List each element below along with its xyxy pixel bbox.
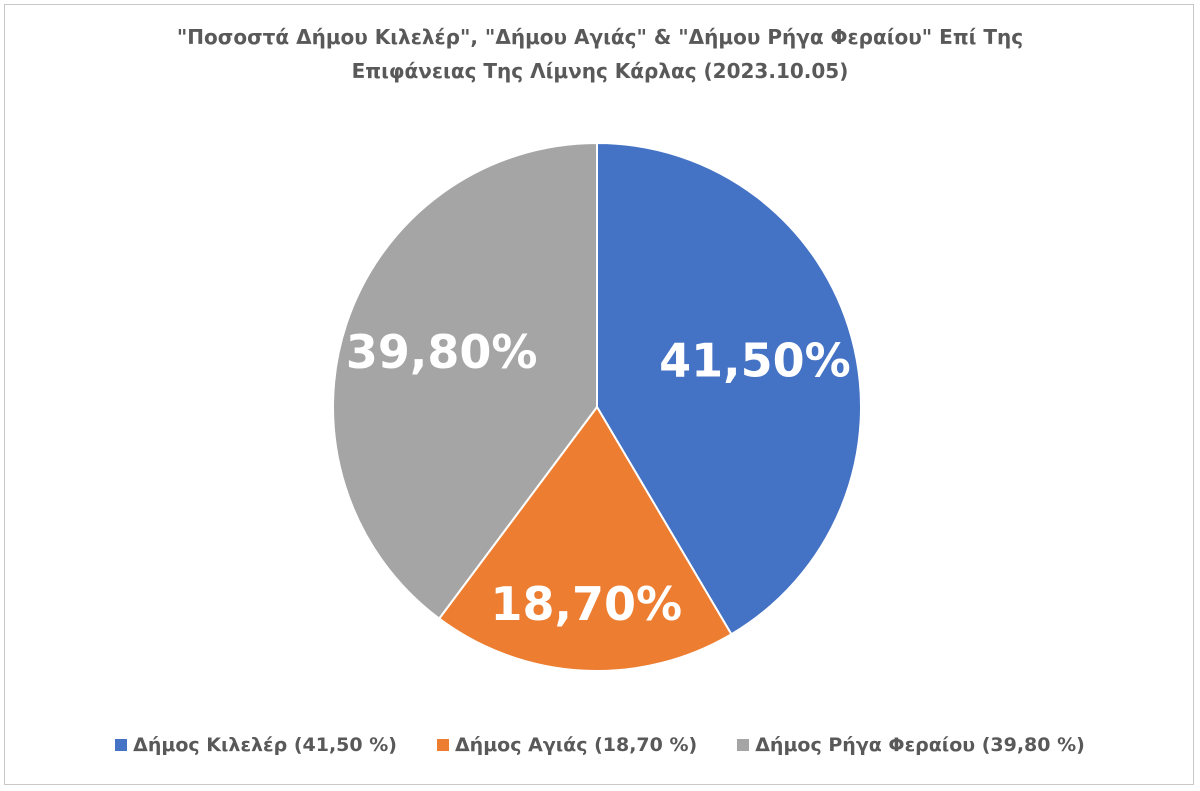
legend-label: Δήμος Αγιάς (18,70 %) — [454, 734, 698, 756]
pie-slice — [596, 141, 862, 636]
legend-item: Δήμος Κιλελέρ (41,50 %) — [115, 734, 397, 756]
legend-label: Δήμος Ρήγα Φεραίου (39,80 %) — [755, 734, 1085, 756]
data-label: 39,80% — [346, 325, 538, 379]
legend-item: Δήμος Αγιάς (18,70 %) — [436, 734, 698, 756]
legend-label: Δήμος Κιλελέρ (41,50 %) — [133, 734, 397, 756]
legend-swatch — [115, 739, 128, 751]
pie-slice — [332, 141, 598, 621]
pie-slice — [437, 405, 733, 672]
chart-frame — [4, 4, 1194, 785]
legend-swatch — [436, 739, 449, 751]
chart-title: "Ποσοστά Δήμου Κιλελέρ", "Δήμου Αγιάς" &… — [176, 25, 1024, 83]
data-label: 18,70% — [490, 577, 682, 631]
legend: Δήμος Κιλελέρ (41,50 %) Δήμος Αγιάς (18,7… — [0, 734, 1200, 756]
data-label: 41,50% — [659, 333, 851, 387]
legend-item: Δήμος Ρήγα Φεραίου (39,80 %) — [737, 734, 1085, 756]
legend-swatch — [737, 739, 750, 751]
